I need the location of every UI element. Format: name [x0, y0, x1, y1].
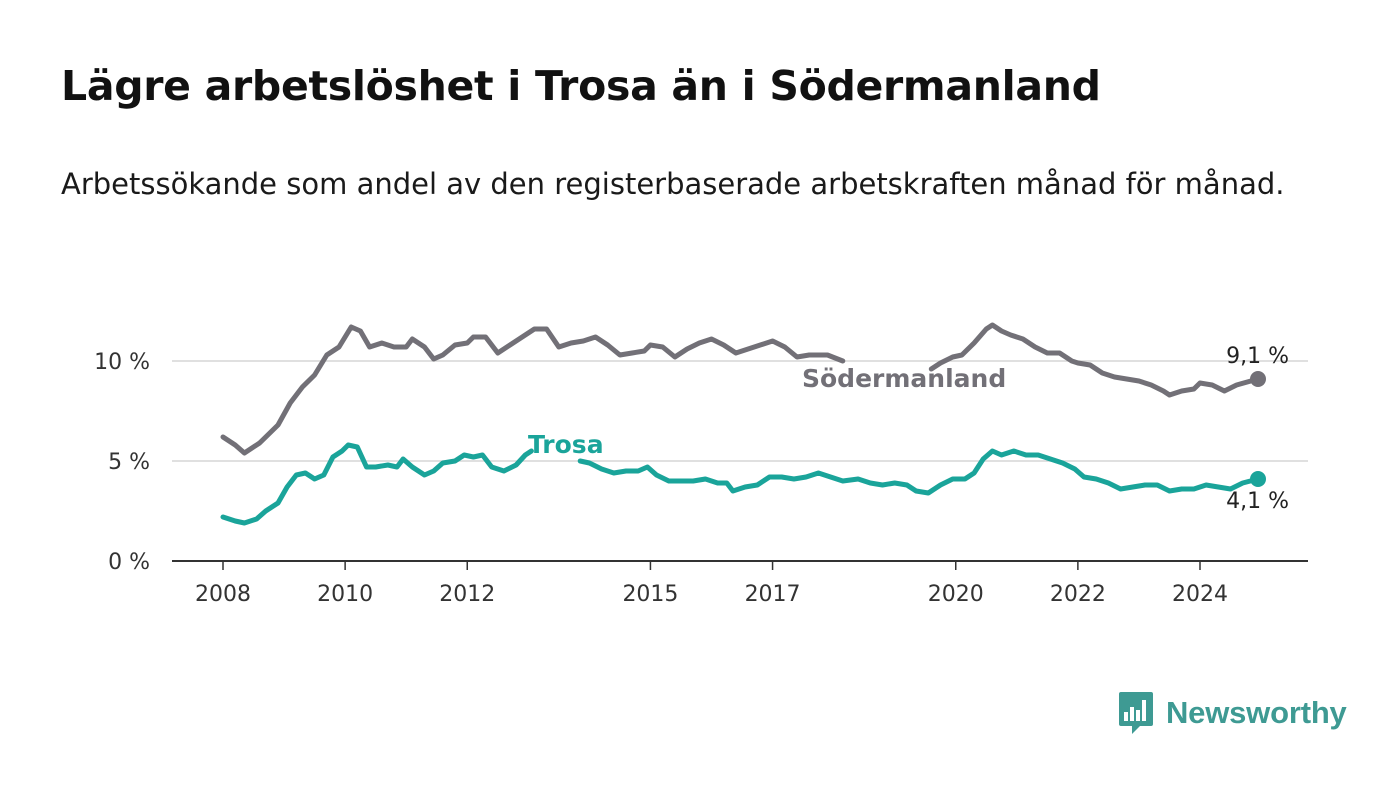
end-point-s-dermanland	[1250, 371, 1267, 387]
series-lines	[220, 322, 1267, 526]
series-line-s-dermanland	[928, 322, 1261, 398]
y-tick-label: 5 %	[108, 450, 150, 475]
x-tick-label: 2022	[1050, 582, 1106, 607]
series-line-trosa	[220, 442, 534, 526]
line-chart: 0 %5 %10 % 2008 2010 2012 2015 2017 2020 2022 2…	[94, 322, 1308, 607]
series-labels: Södermanland Trosa 9,1 % 4,1 %	[528, 344, 1289, 514]
y-tick-label: 0 %	[108, 550, 150, 575]
x-tick-label: 2024	[1172, 582, 1228, 607]
x-tick-label: 2012	[439, 582, 495, 607]
brand-name: Newsworthy	[1166, 695, 1347, 730]
series-line-s-dermanland	[220, 324, 846, 456]
series-label-sodermanland: Södermanland	[802, 364, 1006, 393]
brand-logo: Newsworthy	[1118, 690, 1347, 736]
y-axis-ticks: 0 % 5 % 10 %	[94, 350, 150, 575]
x-tick-label: 2008	[195, 582, 251, 607]
chart-subtitle: Arbetssökande som andel av den registerb…	[61, 167, 1285, 201]
bar-chart-speech-bubble-icon	[1119, 692, 1153, 734]
end-label-sodermanland: 9,1 %	[1226, 344, 1289, 369]
end-label-trosa: 4,1 %	[1226, 489, 1289, 514]
x-tick-label: 2015	[622, 582, 678, 607]
end-point-trosa	[1250, 471, 1267, 487]
gridlines	[172, 360, 1308, 562]
x-axis-ticks: 2008 2010 2012 2015 2017 2020 2022 2024	[195, 561, 1228, 607]
x-tick-label: 2017	[745, 582, 801, 607]
x-tick-label: 2010	[317, 582, 373, 607]
x-tick-label: 2020	[928, 582, 984, 607]
y-tick-label: 10 %	[94, 350, 150, 375]
series-line-trosa	[577, 448, 1261, 496]
series-label-trosa: Trosa	[528, 430, 604, 459]
chart-title: Lägre arbetslöshet i Trosa än i Söderman…	[61, 62, 1101, 110]
